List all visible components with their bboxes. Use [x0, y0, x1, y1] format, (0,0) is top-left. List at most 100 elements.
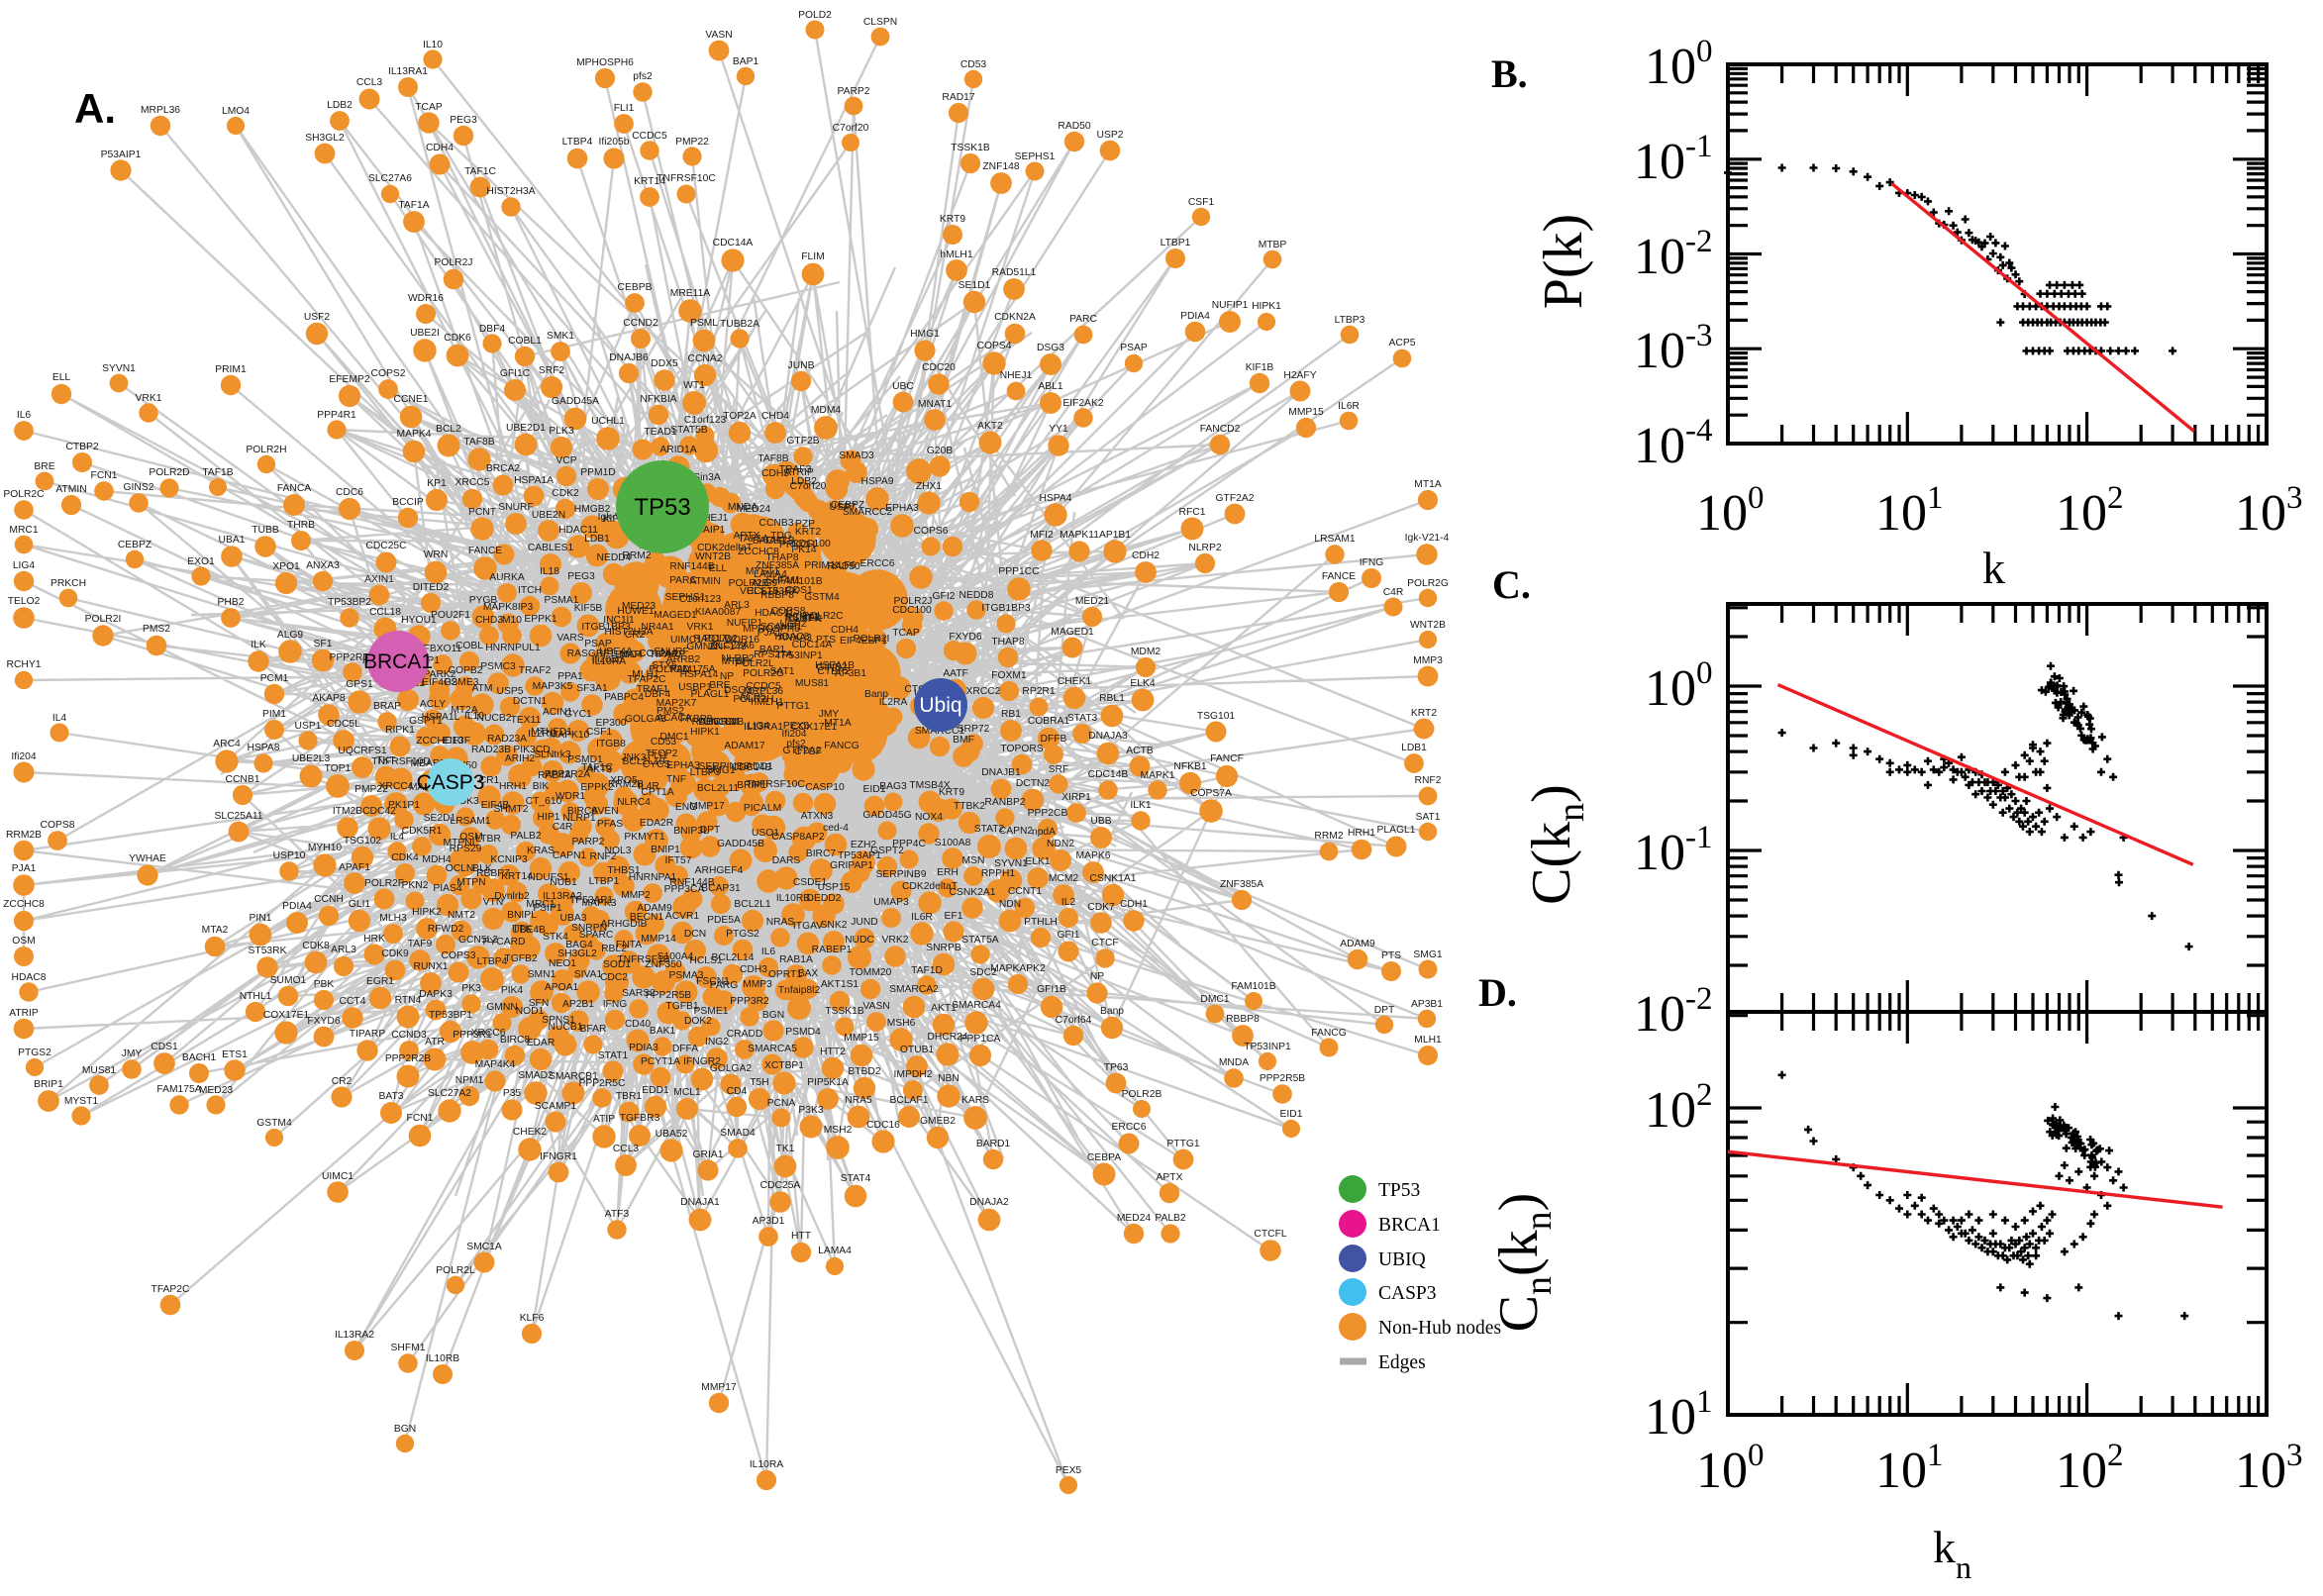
svg-text:GSTM4: GSTM4 — [804, 592, 840, 603]
svg-text:ACACA: ACACA — [656, 713, 692, 724]
svg-text:MRE11A: MRE11A — [670, 288, 711, 299]
svg-text:DPT: DPT — [1374, 1005, 1395, 1016]
svg-text:DITED2: DITED2 — [413, 582, 450, 593]
svg-text:ARHGEF4: ARHGEF4 — [695, 865, 744, 876]
svg-text:GRIPAP1: GRIPAP1 — [830, 860, 873, 871]
svg-text:TAF9: TAF9 — [408, 939, 433, 949]
svg-text:SMAD4: SMAD4 — [720, 1128, 756, 1139]
svg-text:HTT2: HTT2 — [820, 1047, 846, 1057]
svg-text:SMAD3: SMAD3 — [839, 450, 874, 461]
svg-text:GPS1: GPS1 — [346, 679, 373, 690]
svg-text:SNURF: SNURF — [654, 647, 688, 657]
svg-text:ANXA3: ANXA3 — [778, 633, 812, 644]
svg-text:BACH1: BACH1 — [753, 536, 787, 547]
svg-text:SYVN1: SYVN1 — [102, 363, 136, 374]
svg-text:PK14: PK14 — [791, 545, 816, 555]
svg-text:POLR2D: POLR2D — [649, 664, 689, 675]
svg-text:AKT1S1: AKT1S1 — [821, 979, 859, 990]
svg-text:CDH4: CDH4 — [831, 625, 858, 636]
svg-text:COBRA1: COBRA1 — [1028, 716, 1070, 727]
svg-text:PARC: PARC — [1069, 314, 1097, 325]
svg-text:AURKA: AURKA — [489, 572, 525, 583]
svg-text:PSMD1: PSMD1 — [567, 754, 603, 765]
svg-text:IL13RA1: IL13RA1 — [388, 66, 428, 77]
svg-text:PSIP1: PSIP1 — [533, 903, 561, 914]
svg-text:SMAD2: SMAD2 — [518, 1070, 554, 1081]
svg-text:FKBP8: FKBP8 — [680, 714, 713, 725]
svg-text:CDK7: CDK7 — [1087, 902, 1115, 913]
svg-text:EIF3F: EIF3F — [443, 736, 470, 747]
svg-text:BGN: BGN — [762, 1010, 784, 1021]
svg-text:APOA1: APOA1 — [545, 982, 579, 993]
svg-text:TK1: TK1 — [776, 1144, 795, 1154]
svg-text:CTGF: CTGF — [794, 747, 822, 757]
svg-text:TP53BP1: TP53BP1 — [429, 1010, 472, 1021]
svg-text:TP53AP1: TP53AP1 — [838, 850, 881, 861]
svg-text:POLR2G: POLR2G — [1407, 578, 1449, 589]
svg-text:Dynlrb2: Dynlrb2 — [494, 891, 530, 902]
svg-text:VASN: VASN — [862, 1001, 889, 1012]
svg-text:CDH2: CDH2 — [1132, 550, 1160, 561]
svg-text:RNF144B: RNF144B — [669, 877, 714, 888]
svg-text:HRH1: HRH1 — [499, 781, 527, 792]
svg-text:SMARCC2: SMARCC2 — [843, 507, 893, 518]
svg-text:EIF4G2: EIF4G2 — [422, 677, 457, 688]
svg-text:SERPINB9: SERPINB9 — [876, 869, 927, 880]
svg-text:RRM2: RRM2 — [1314, 831, 1343, 842]
svg-text:BAT3: BAT3 — [379, 1091, 404, 1102]
svg-text:NLRC4: NLRC4 — [617, 797, 651, 808]
svg-text:BACH1: BACH1 — [182, 1052, 217, 1063]
svg-text:MT2A: MT2A — [451, 705, 478, 716]
svg-text:PSMA1: PSMA1 — [545, 595, 579, 606]
svg-text:EXO1: EXO1 — [187, 556, 215, 567]
svg-text:COPB2: COPB2 — [449, 665, 483, 676]
svg-text:SUMO1: SUMO1 — [270, 975, 307, 986]
svg-text:RASGRF1: RASGRF1 — [567, 648, 616, 659]
svg-text:RBBP8: RBBP8 — [760, 590, 794, 601]
svg-text:POLR2C: POLR2C — [3, 489, 45, 500]
svg-text:SLC27A6: SLC27A6 — [711, 641, 755, 651]
svg-text:CYC1: CYC1 — [564, 709, 592, 720]
svg-text:PTS: PTS — [1381, 950, 1401, 961]
svg-text:MPHOSPH6: MPHOSPH6 — [743, 624, 800, 635]
svg-text:CEBPA: CEBPA — [1087, 1152, 1121, 1163]
svg-text:PMS2: PMS2 — [656, 706, 684, 717]
svg-text:SOD1: SOD1 — [603, 959, 631, 970]
svg-text:TUBB: TUBB — [252, 525, 279, 536]
svg-text:PPM1D: PPM1D — [580, 467, 615, 478]
svg-text:PRKCH: PRKCH — [50, 578, 86, 589]
svg-text:MCM2: MCM2 — [1049, 873, 1079, 884]
svg-text:AP1B1: AP1B1 — [1099, 530, 1131, 541]
svg-text:PBK: PBK — [314, 979, 335, 990]
svg-text:CD53: CD53 — [651, 737, 677, 748]
svg-text:AKT2: AKT2 — [977, 421, 1003, 432]
svg-text:ADAM9: ADAM9 — [637, 903, 672, 914]
svg-text:RPPH1: RPPH1 — [981, 868, 1016, 879]
svg-text:GMNN: GMNN — [486, 1002, 517, 1013]
svg-text:XIRP1: XIRP1 — [1061, 792, 1091, 803]
svg-text:RAD17: RAD17 — [942, 92, 974, 103]
svg-text:RFC1: RFC1 — [1179, 507, 1206, 518]
svg-text:USP2: USP2 — [1097, 130, 1124, 141]
svg-text:PEX5: PEX5 — [1056, 1465, 1082, 1476]
svg-text:TFCP2: TFCP2 — [646, 748, 678, 759]
svg-text:P3K3: P3K3 — [798, 1105, 823, 1116]
svg-text:TBR1: TBR1 — [616, 1091, 643, 1102]
svg-text:VASN: VASN — [705, 30, 732, 41]
svg-text:NPM1: NPM1 — [455, 1075, 484, 1086]
svg-text:USP2: USP2 — [780, 619, 807, 630]
svg-text:GRIA1: GRIA1 — [693, 1149, 724, 1160]
svg-text:BRAP: BRAP — [373, 701, 401, 712]
svg-text:PPP2R2B: PPP2R2B — [385, 1053, 431, 1064]
svg-text:APTX: APTX — [734, 531, 760, 542]
svg-text:IL4: IL4 — [52, 713, 67, 724]
svg-text:ELK4: ELK4 — [1130, 678, 1155, 689]
svg-text:DOK2: DOK2 — [684, 1016, 712, 1027]
svg-text:PPP3CA: PPP3CA — [664, 884, 705, 895]
svg-text:B.: B. — [1491, 51, 1528, 96]
svg-text:DSG3: DSG3 — [1037, 343, 1064, 353]
svg-text:UBE2L3: UBE2L3 — [292, 753, 331, 764]
svg-text:RB1: RB1 — [1001, 709, 1021, 720]
svg-text:ANXA3: ANXA3 — [306, 560, 340, 571]
svg-text:MAPK3: MAPK3 — [582, 898, 617, 909]
